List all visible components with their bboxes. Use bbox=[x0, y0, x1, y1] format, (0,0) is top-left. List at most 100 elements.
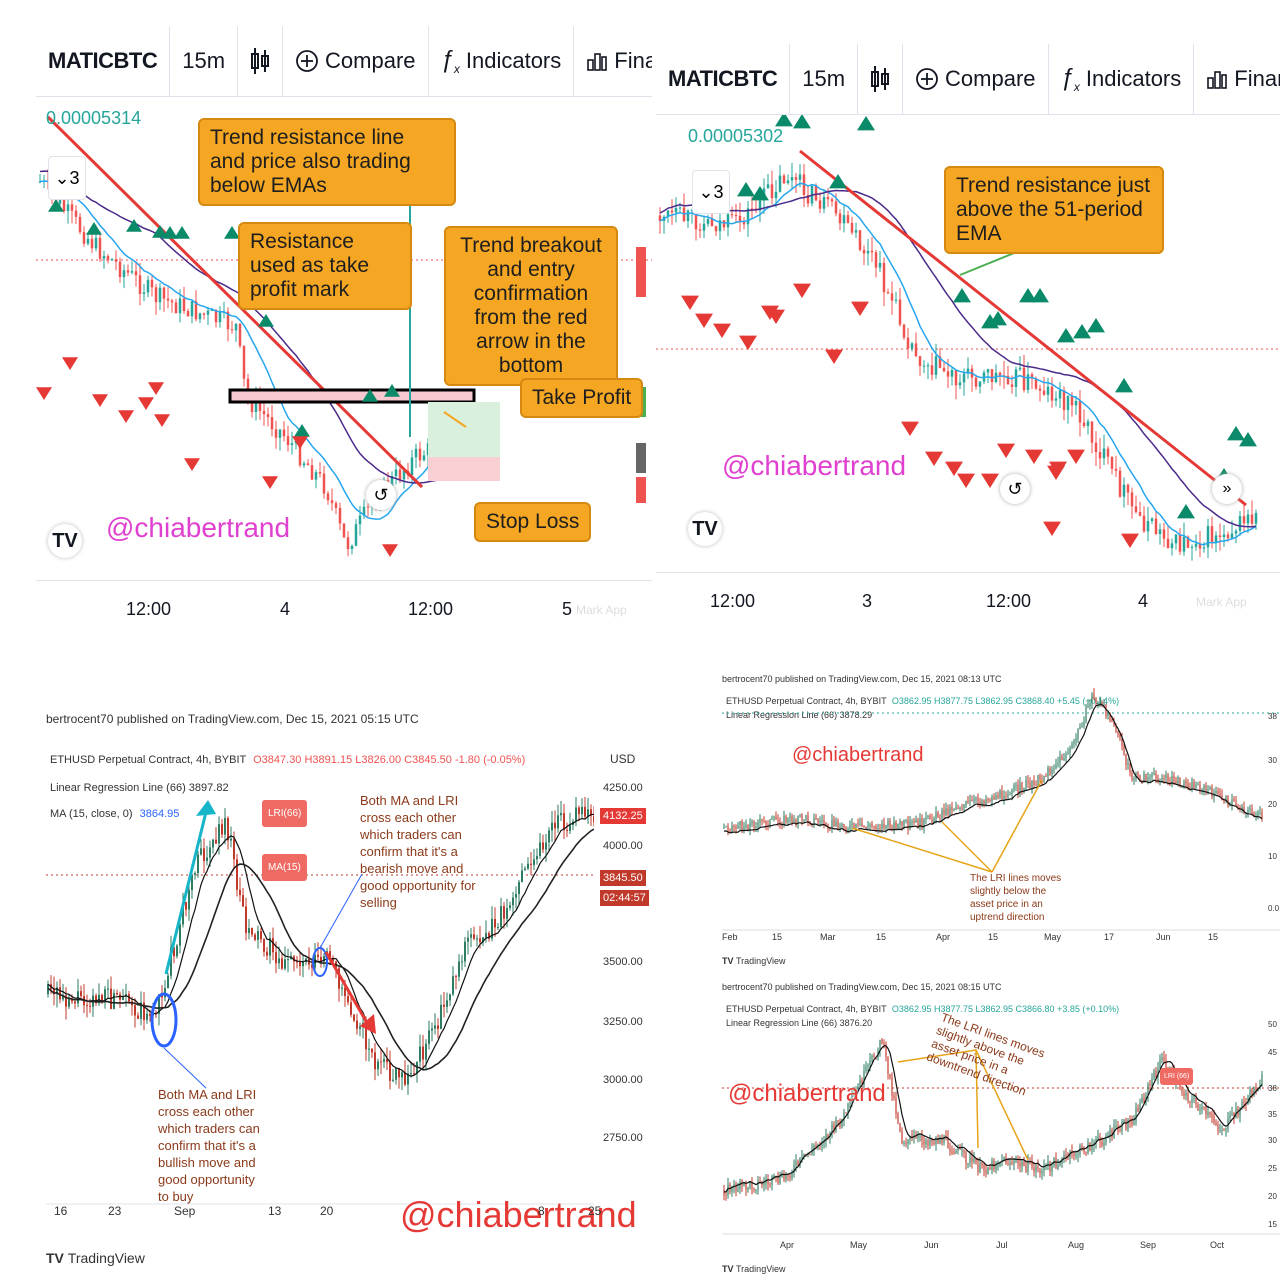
candle-body bbox=[230, 329, 234, 331]
candle-body bbox=[873, 1055, 875, 1058]
interval-button[interactable]: 15m bbox=[170, 26, 239, 96]
candle-body bbox=[266, 951, 268, 956]
tradingview-logo[interactable]: TV bbox=[48, 524, 82, 558]
candle-body bbox=[865, 1066, 867, 1071]
candle-body bbox=[769, 819, 771, 827]
candle-body bbox=[1105, 1137, 1107, 1143]
candle-body bbox=[953, 809, 955, 811]
candle-body bbox=[933, 818, 935, 823]
interval-button[interactable]: 15m bbox=[790, 44, 859, 114]
candle-body bbox=[1222, 534, 1226, 538]
candle-body bbox=[1157, 1068, 1159, 1078]
sell-signal-arrow bbox=[1025, 449, 1043, 464]
candle-body bbox=[482, 937, 484, 943]
price-tick: 35 bbox=[1268, 1110, 1277, 1119]
candle-body bbox=[999, 790, 1001, 798]
candle-body bbox=[1093, 693, 1095, 698]
financials-button[interactable]: Financials bbox=[574, 26, 652, 96]
candle-body bbox=[807, 815, 809, 822]
candle-body bbox=[997, 1165, 999, 1167]
collapse-legend-button[interactable]: ⌄ 3 bbox=[48, 156, 86, 200]
replay-icon[interactable]: ↺ bbox=[1000, 474, 1030, 504]
candle-body bbox=[1233, 799, 1235, 802]
candle-body bbox=[737, 825, 739, 829]
candle-body bbox=[906, 337, 910, 349]
candle-body bbox=[770, 184, 774, 199]
candle-body bbox=[146, 1013, 148, 1020]
financials-button[interactable]: Financials bbox=[1194, 44, 1280, 114]
candle-body bbox=[306, 463, 310, 466]
ema-fast-line bbox=[659, 182, 1257, 546]
candle-body bbox=[1189, 1101, 1191, 1103]
compare-button[interactable]: Compare bbox=[283, 26, 429, 96]
callout-take-profit: Take Profit bbox=[520, 378, 644, 418]
candle-body bbox=[895, 1098, 897, 1114]
tradingview-logo[interactable]: TV bbox=[688, 512, 722, 546]
candle-body bbox=[1019, 1163, 1021, 1167]
candle-body bbox=[1022, 367, 1026, 391]
candle-body bbox=[1217, 1125, 1219, 1131]
candle-body bbox=[779, 820, 781, 825]
candle-body bbox=[975, 1158, 977, 1165]
candle-body bbox=[202, 313, 206, 315]
candle-body bbox=[745, 1182, 747, 1190]
collapse-legend-button[interactable]: ⌄ 3 bbox=[692, 170, 730, 214]
candle-body bbox=[1017, 784, 1019, 793]
candle-body bbox=[995, 1165, 997, 1170]
candle-body bbox=[1259, 812, 1261, 814]
eth-chart[interactable] bbox=[46, 744, 640, 1230]
price-chart[interactable] bbox=[656, 115, 1280, 571]
ema-slow-line bbox=[659, 189, 1257, 528]
eth-chart-uptrend[interactable] bbox=[722, 688, 1280, 932]
eth-chart-downtrend[interactable] bbox=[722, 1000, 1280, 1236]
candle-body bbox=[973, 799, 975, 802]
symbol-button[interactable]: MATICBTC bbox=[36, 26, 171, 96]
candle-body bbox=[346, 537, 350, 549]
candle-body bbox=[725, 826, 727, 828]
candle-body bbox=[311, 964, 313, 968]
candle-body bbox=[921, 818, 923, 828]
candle-body bbox=[236, 859, 238, 890]
candle-body bbox=[738, 215, 742, 223]
candle-body bbox=[807, 1153, 809, 1156]
candle-body bbox=[873, 826, 875, 828]
candle-body bbox=[260, 931, 262, 940]
candle-body bbox=[461, 961, 463, 963]
candle-body bbox=[727, 1184, 729, 1196]
candle-body bbox=[955, 807, 957, 810]
candle-body bbox=[1075, 738, 1077, 742]
candle-body bbox=[1042, 390, 1046, 395]
candle-body bbox=[293, 956, 295, 962]
candle-body bbox=[344, 987, 346, 997]
replay-icon[interactable]: ↺ bbox=[366, 480, 396, 510]
price-chart[interactable] bbox=[36, 97, 652, 579]
symbol-button[interactable]: MATICBTC bbox=[656, 44, 791, 114]
compare-button[interactable]: Compare bbox=[903, 44, 1049, 114]
candle-style-button[interactable] bbox=[858, 44, 904, 114]
candle-body bbox=[479, 938, 481, 943]
candle-body bbox=[1225, 1128, 1227, 1131]
take-profit-zone bbox=[428, 402, 500, 457]
scroll-forward-icon[interactable]: » bbox=[1212, 474, 1242, 504]
candle-body bbox=[1218, 535, 1222, 538]
candle-body bbox=[82, 232, 86, 244]
time-tick: Apr bbox=[936, 932, 951, 942]
candle-body bbox=[1161, 1057, 1163, 1060]
candle-body bbox=[542, 842, 544, 850]
function-icon: ƒx bbox=[1060, 64, 1080, 94]
candle-body bbox=[943, 1137, 945, 1143]
candle-body bbox=[191, 874, 193, 891]
candle-body bbox=[114, 259, 118, 262]
candle-body bbox=[563, 813, 565, 830]
candle-body bbox=[224, 818, 226, 835]
candle-body bbox=[1205, 1106, 1207, 1115]
candle-style-button[interactable] bbox=[238, 26, 284, 96]
candle-body bbox=[1238, 516, 1242, 531]
trend-resistance-line bbox=[799, 149, 1247, 507]
legend-title: ETHUSD Perpetual Contract, 4h, BYBIT bbox=[726, 1004, 887, 1014]
indicators-button[interactable]: ƒx Indicators bbox=[1049, 44, 1195, 114]
candle-body bbox=[862, 249, 866, 254]
indicators-button[interactable]: ƒx Indicators bbox=[429, 26, 575, 96]
candle-body bbox=[897, 1113, 899, 1123]
time-tick: 15 bbox=[1208, 932, 1219, 942]
